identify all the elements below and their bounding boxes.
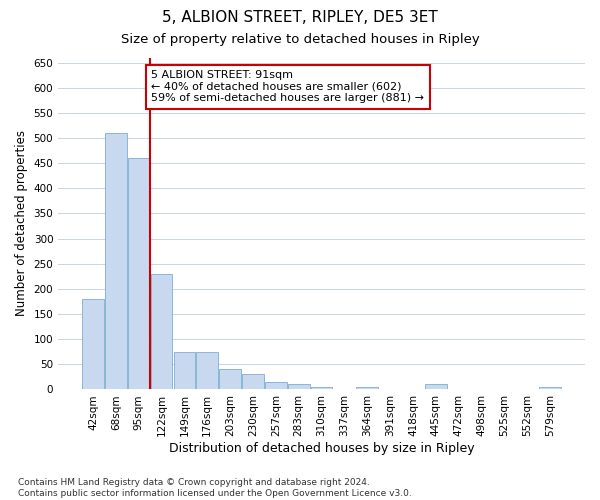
Bar — [196, 352, 218, 390]
X-axis label: Distribution of detached houses by size in Ripley: Distribution of detached houses by size … — [169, 442, 475, 455]
Bar — [151, 274, 172, 390]
Bar — [128, 158, 149, 390]
Bar — [356, 387, 378, 390]
Y-axis label: Number of detached properties: Number of detached properties — [15, 130, 28, 316]
Bar — [539, 387, 561, 390]
Bar — [242, 374, 264, 390]
Bar — [425, 384, 447, 390]
Text: Size of property relative to detached houses in Ripley: Size of property relative to detached ho… — [121, 32, 479, 46]
Bar — [105, 133, 127, 390]
Bar — [288, 384, 310, 390]
Bar — [219, 370, 241, 390]
Bar — [265, 382, 287, 390]
Text: 5, ALBION STREET, RIPLEY, DE5 3ET: 5, ALBION STREET, RIPLEY, DE5 3ET — [162, 10, 438, 25]
Bar — [173, 352, 195, 390]
Text: Contains HM Land Registry data © Crown copyright and database right 2024.
Contai: Contains HM Land Registry data © Crown c… — [18, 478, 412, 498]
Text: 5 ALBION STREET: 91sqm
← 40% of detached houses are smaller (602)
59% of semi-de: 5 ALBION STREET: 91sqm ← 40% of detached… — [151, 70, 424, 103]
Bar — [311, 387, 332, 390]
Bar — [82, 299, 104, 390]
